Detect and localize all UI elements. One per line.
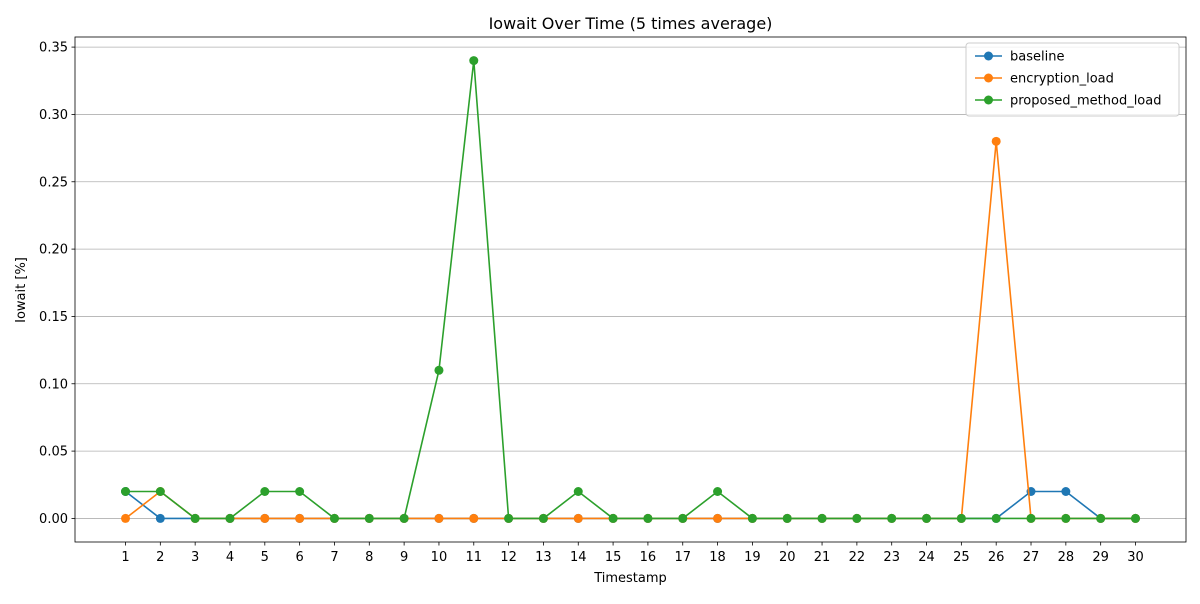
legend-marker [984, 51, 993, 61]
legend-label: baseline [1010, 50, 1064, 65]
data-point [643, 513, 653, 523]
data-point [678, 513, 688, 523]
x-tick-label: 26 [988, 550, 1005, 565]
data-point [155, 487, 165, 496]
x-tick-label: 3 [191, 550, 199, 565]
data-point [991, 513, 1001, 523]
legend: baseline encryption_load proposed_method_l… [965, 42, 1180, 117]
data-point [295, 487, 305, 496]
x-tick-label: 19 [744, 550, 761, 565]
x-tick-label: 2 [156, 550, 164, 565]
data-point [573, 487, 583, 496]
series-proposed_method_load [121, 56, 1140, 523]
data-point [225, 513, 235, 523]
y-axis-label: Iowait [%] [14, 257, 29, 323]
data-point [922, 513, 932, 523]
data-point [260, 487, 270, 496]
data-point [1061, 513, 1071, 523]
legend-item-encryption_load: encryption_load [975, 72, 1114, 87]
x-tick-label: 15 [605, 550, 622, 565]
data-point [713, 513, 723, 523]
data-point [469, 513, 479, 523]
plot-frame [74, 36, 1187, 543]
data-point [538, 513, 548, 523]
legend-label: proposed_method_load [1010, 94, 1161, 109]
data-point [364, 513, 374, 523]
data-point [434, 513, 444, 523]
data-point [504, 513, 514, 523]
chart-title: Iowait Over Time (5 times average) [489, 14, 773, 33]
x-tick-label: 12 [500, 550, 517, 565]
data-point [887, 513, 897, 523]
data-point [295, 513, 305, 523]
x-tick-label: 7 [330, 550, 338, 565]
x-tick-label: 18 [709, 550, 726, 565]
data-point [190, 513, 200, 523]
legend-item-baseline: baseline [975, 50, 1064, 65]
x-tick-label: 30 [1127, 550, 1144, 565]
data-point [469, 56, 479, 66]
x-tick-label: 21 [814, 550, 831, 565]
x-tick-label: 9 [400, 550, 408, 565]
y-tick-label: 0.35 [39, 41, 68, 56]
x-tick-label: 5 [261, 550, 269, 565]
x-tick-label: 14 [570, 550, 587, 565]
x-tick-label: 13 [535, 550, 552, 565]
legend-marker [984, 95, 993, 105]
x-tick-label: 17 [674, 550, 691, 565]
x-tick-label: 29 [1092, 550, 1109, 565]
data-point [713, 487, 723, 496]
x-tick-label: 6 [295, 550, 303, 565]
legend-item-proposed_method_load: proposed_method_load [975, 94, 1161, 109]
x-tick-label: 8 [365, 550, 373, 565]
data-point [817, 513, 827, 523]
y-tick-label: 0.25 [39, 175, 68, 190]
data-point [782, 513, 792, 523]
data-point [991, 136, 1001, 146]
y-tick-label: 0.15 [39, 310, 68, 325]
data-point [1131, 513, 1140, 523]
x-axis-label: Timestamp [593, 571, 667, 586]
data-point [329, 513, 339, 523]
x-tick-label: 1 [121, 550, 129, 565]
x-tick-label: 28 [1058, 550, 1075, 565]
data-point [121, 487, 130, 496]
data-point [399, 513, 409, 523]
data-point [260, 513, 270, 523]
x-tick-label: 24 [918, 550, 935, 565]
data-point [1026, 513, 1036, 523]
y-tick-label: 0.00 [39, 512, 68, 527]
data-point [608, 513, 618, 523]
y-tick-label: 0.20 [39, 243, 68, 258]
x-tick-label: 10 [431, 550, 448, 565]
x-tick-label: 23 [883, 550, 900, 565]
data-point [573, 513, 583, 523]
data-point [155, 513, 165, 523]
data-point [747, 513, 757, 523]
x-tick-label: 11 [466, 550, 483, 565]
x-tick-label: 4 [226, 550, 234, 565]
data-point [956, 513, 966, 523]
legend-marker [984, 73, 993, 83]
series-line [125, 59, 1136, 520]
y-tick-label: 0.30 [39, 108, 68, 123]
y-tick-label: 0.10 [39, 377, 68, 392]
x-tick-label: 20 [779, 550, 796, 565]
x-tick-label: 25 [953, 550, 970, 565]
data-point [434, 365, 444, 375]
legend-frame [965, 42, 1180, 117]
x-tick-label: 22 [849, 550, 866, 565]
data-point [1096, 513, 1106, 523]
legend-label: encryption_load [1010, 72, 1114, 87]
data-point [852, 513, 862, 523]
data-point [121, 513, 130, 523]
data-point [1061, 487, 1071, 496]
x-tick-label: 27 [1023, 550, 1040, 565]
x-tick-label: 16 [640, 550, 657, 565]
y-tick-label: 0.05 [39, 445, 68, 460]
